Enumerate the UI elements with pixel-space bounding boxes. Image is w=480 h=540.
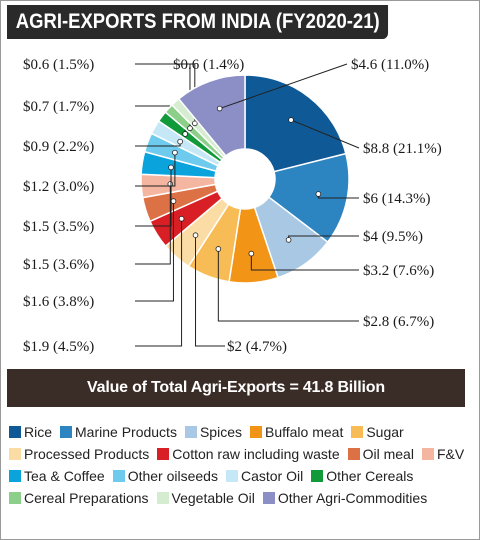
legend-item: Other Agri-Commodities [262,489,428,507]
legend-label: Rice [24,424,53,440]
legend-swatch [184,426,197,438]
legend-item: Marine Products [60,423,177,441]
legend-item: Rice [9,423,52,441]
legend-swatch [60,426,73,438]
data-label: $6 (14.3%) [363,191,431,207]
data-label: $2.8 (6.7%) [363,314,434,330]
legend-swatch [249,426,262,438]
legend-swatch [9,448,21,460]
leader-dot [182,131,188,137]
legend-item: Sugar [351,423,404,441]
leader-dot [192,120,198,127]
leader-line [135,152,176,187]
total-value-banner: Value of Total Agri-Exports = 41.8 Billi… [7,369,465,407]
data-label: $4 (9.5%) [363,229,423,245]
legend-swatch [262,492,275,504]
leader-line [219,63,348,110]
legend-item: Other oilseeds [112,467,218,485]
data-label: $1.9 (4.5%) [23,339,94,355]
legend-item: Other Cereals [311,467,413,485]
data-label: $0.6 (1.4%) [173,57,244,73]
legend-swatch [351,426,364,438]
leader-line [135,218,183,347]
leader-line [195,235,225,347]
legend-swatch [157,448,170,460]
slice-rice [244,74,347,173]
leader-dot [170,198,177,204]
leader-dot [216,105,223,112]
legend-swatch [311,470,324,482]
leader-dot [168,164,174,171]
legend-item: Castor Oil [225,467,304,485]
leader-dot [177,138,183,145]
legend-label: Marine Products [75,424,177,440]
legend-item: Buffalo meat [249,423,344,441]
leader-line [135,167,172,227]
data-label: $0.7 (1.7%) [23,99,94,115]
legend-item: Processed Products [9,445,149,463]
leader-dot [187,125,193,132]
leader-line [135,201,174,302]
leader-line [250,253,359,271]
data-label: $2 (4.7%) [227,339,287,355]
leader-dot [248,250,255,257]
data-label: $1.5 (3.6%) [23,257,94,273]
leader-dot [192,232,199,239]
data-label: $3.2 (7.6%) [363,263,434,279]
slice-other-agri-commodities [177,74,246,157]
leader-dot [172,149,178,156]
data-label: $4.6 (11.0%) [351,57,429,73]
legend-label: Oil meal [362,446,414,462]
legend-swatch [421,448,434,460]
legend-label: Other Agri-Commodities [277,490,428,506]
legend-label: F&V [436,446,465,462]
legend-label: Cotton raw including waste [172,446,340,462]
slice-marine-products [267,152,350,244]
legend-label: Other Cereals [326,468,414,484]
legend-label: Other oilseeds [127,468,218,484]
leader-line [217,248,359,322]
legend-item: Spices [184,423,242,441]
chart-title: AGRI-EXPORTS FROM INDIA (FY2020-21) [7,5,389,39]
leader-dot [178,215,185,222]
data-label: $0.9 (2.2%) [23,139,94,155]
legend-swatch [9,492,21,504]
leader-dot [285,237,292,243]
leader-dot [315,191,322,197]
legend-label: Vegetable Oil [171,490,255,506]
data-label: $1.6 (3.8%) [23,294,94,310]
legend-item: Tea & Coffee [9,467,105,485]
legend-swatch [9,470,21,482]
data-label: $8.8 (21.1%) [363,141,442,157]
leader-dot [215,246,222,252]
legend-label: Sugar [366,424,404,440]
legend-swatch [156,492,169,504]
legend-item: Vegetable Oil [156,489,255,507]
legend-label: Processed Products [24,446,150,462]
legend-swatch [9,426,21,438]
leader-line [135,184,171,265]
legend-item: Oil meal [347,445,414,463]
donut-chart: $8.8 (21.1%) $6 (14.3%) $4 (9.5%) $3.2 (7.6… [23,57,442,355]
data-label: $1.5 (3.5%) [23,219,94,235]
legend-item: F&V [421,445,465,463]
legend-item: Cereal Preparations [9,489,149,507]
legend-item: Cotton raw including waste [157,445,340,463]
leader-line [290,119,360,149]
legend-label: Buffalo meat [264,424,344,440]
legend-label: Spices [199,424,242,440]
chart-legend: Rice Marine Products Spices Buffalo meat Sug… [9,423,475,507]
data-label: $0.6 (1.5%) [23,57,94,73]
leader-dot [288,117,294,123]
legend-label: Castor Oil [240,468,304,484]
legend-swatch [347,448,360,460]
data-label: $1.2 (3.0%) [23,179,94,195]
legend-label: Tea & Coffee [24,468,105,484]
legend-label: Cereal Preparations [24,490,149,506]
legend-swatch [112,470,125,482]
legend-swatch [225,470,238,482]
